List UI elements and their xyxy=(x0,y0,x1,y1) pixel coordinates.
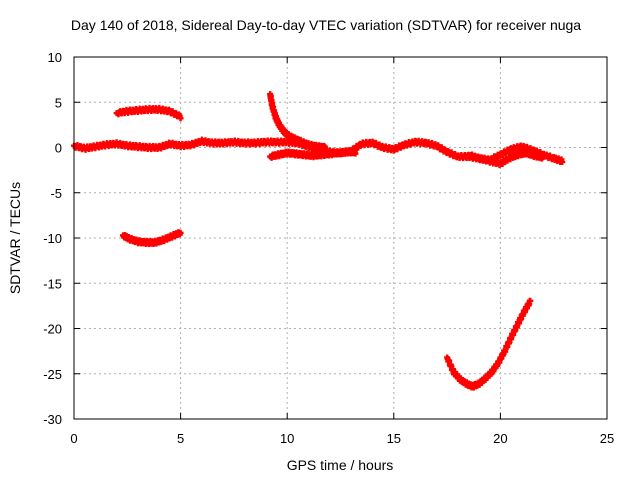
data-point xyxy=(352,150,359,157)
data-point xyxy=(527,297,534,304)
series-track-secondary-dip xyxy=(267,147,359,161)
y-tick-label: -5 xyxy=(50,186,62,201)
series-track-lower-arc xyxy=(120,229,184,248)
y-tick-label: 0 xyxy=(55,141,62,156)
y-tick-label: -25 xyxy=(43,367,62,382)
series-track-late-day xyxy=(465,148,547,169)
grid-lines xyxy=(74,57,607,419)
data-point xyxy=(177,115,184,122)
x-tick-label: 0 xyxy=(70,431,77,446)
data-point xyxy=(322,146,329,153)
y-tick-label: -30 xyxy=(43,412,62,427)
data-series xyxy=(71,91,566,391)
data-point xyxy=(177,229,184,236)
x-tick-label: 15 xyxy=(387,431,401,446)
y-tick-label: 10 xyxy=(48,50,62,65)
x-tick-label: 10 xyxy=(280,431,294,446)
series-track-near-zero xyxy=(71,136,566,166)
x-axis-label: GPS time / hours xyxy=(287,457,394,473)
chart-title: Day 140 of 2018, Sidereal Day-to-day VTE… xyxy=(71,17,581,33)
data-point xyxy=(559,159,566,166)
series-track-upper-arc xyxy=(113,104,184,122)
x-tick-label: 5 xyxy=(177,431,184,446)
series-track-deep-curve xyxy=(444,297,534,391)
data-point xyxy=(540,152,547,159)
series-track-descending-spike xyxy=(267,91,329,153)
y-tick-label: -15 xyxy=(43,276,62,291)
plot-frame xyxy=(73,56,608,420)
y-axis-label: SDTVAR / TECUs xyxy=(7,182,23,294)
y-tick-label: -20 xyxy=(43,322,62,337)
y-tick-label: -10 xyxy=(43,231,62,246)
y-tick-label: 5 xyxy=(55,95,62,110)
x-tick-label: 25 xyxy=(600,431,614,446)
x-tick-label: 20 xyxy=(493,431,507,446)
